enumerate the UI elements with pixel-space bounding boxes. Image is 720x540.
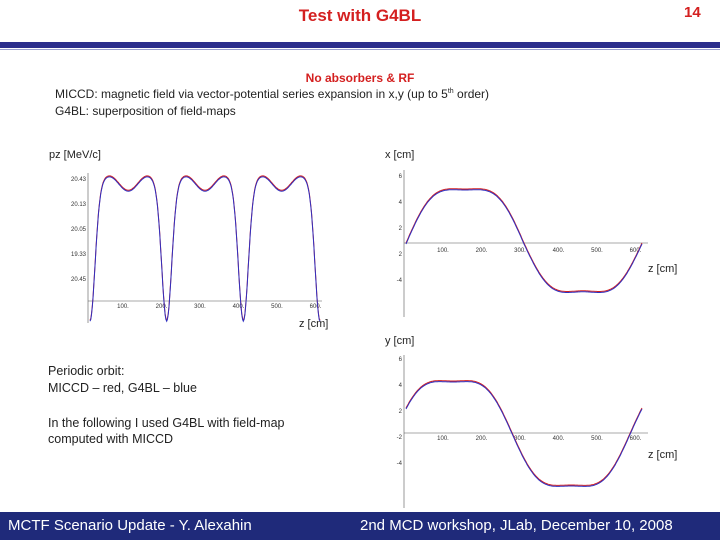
title-rule-thin [0,49,720,50]
y-x-tick: 300. [514,436,526,442]
footer-right: 2nd MCD workshop, JLab, December 10, 200… [360,517,673,534]
footer-left: MCTF Scenario Update - Y. Alexahin [8,517,252,534]
x-x-tick: 100. [437,248,449,254]
pz-plot-ylabel: pz [MeV/c] [49,149,101,161]
y-x-tick: 100. [437,436,449,442]
x-plot-xlabel: z [cm] [648,263,678,275]
following-note-1: In the following I used G4BL with field-… [48,416,285,430]
pz-plot-xlabel: z [cm] [299,318,329,330]
pz-x-tick: 200. [156,304,168,310]
y-y-tick: 2 [399,409,403,415]
orbit-note-1: Periodic orbit: [48,364,125,378]
pz-y-tick: 19.33 [71,252,87,258]
y-x-tick: 400. [553,436,565,442]
orbit-note-2: MICCD – red, G4BL – blue [48,381,197,395]
y-y-tick: -4 [397,461,403,467]
pz-y-tick: 20.13 [71,202,87,208]
x-y-tick: 4 [399,200,403,206]
title-rule [0,42,720,48]
x-y-tick: 2 [399,252,403,258]
x-x-tick: 600. [630,248,642,254]
x-x-tick: 400. [553,248,565,254]
pz-y-tick: 20.45 [71,277,87,283]
description-line-1: MICCD: magnetic field via vector-potenti… [55,87,490,101]
pz-x-tick: 600. [310,304,322,310]
following-note-2: computed with MICCD [48,432,174,446]
x-y-tick: 6 [399,174,403,180]
y-x-tick: 500. [591,436,603,442]
x-y-tick: 2 [399,226,403,232]
y-y-tick: 4 [399,383,403,389]
slide-number: 14 [684,4,701,21]
x-plot: 6 4 2 2 -4 100. 200. 300. 400. 500. 600. [397,170,648,317]
description-line-2: G4BL: superposition of field-maps [55,104,236,118]
pz-x-tick: 300. [194,304,206,310]
pz-y-tick: 20.05 [71,227,87,233]
x-x-tick: 500. [591,248,603,254]
y-plot: 6 4 2 -2 -4 100. 200. 300. 400. 500. 600. [397,355,648,508]
x-x-tick: 200. [476,248,488,254]
pz-plot: 20.43 20.13 20.05 19.33 20.45 100. 200. 300. 400… [71,173,322,323]
pz-x-tick: 400. [233,304,245,310]
x-plot-ylabel: x [cm] [385,149,415,161]
x-x-tick: 300. [514,248,526,254]
x-y-tick: -4 [397,278,403,284]
y-plot-xlabel: z [cm] [648,449,678,461]
y-plot-ylabel: y [cm] [385,335,415,347]
slide-title: Test with G4BL [298,6,422,25]
pz-y-tick: 20.43 [71,177,87,183]
footer-bar: MCTF Scenario Update - Y. Alexahin 2nd M… [0,512,720,540]
y-x-tick: 600. [630,436,642,442]
y-y-tick: 6 [399,357,403,363]
pz-x-tick: 500. [271,304,283,310]
y-y-tick: -2 [397,435,403,441]
subtitle: No absorbers & RF [305,71,415,85]
pz-x-tick: 100. [117,304,129,310]
y-x-tick: 200. [476,436,488,442]
